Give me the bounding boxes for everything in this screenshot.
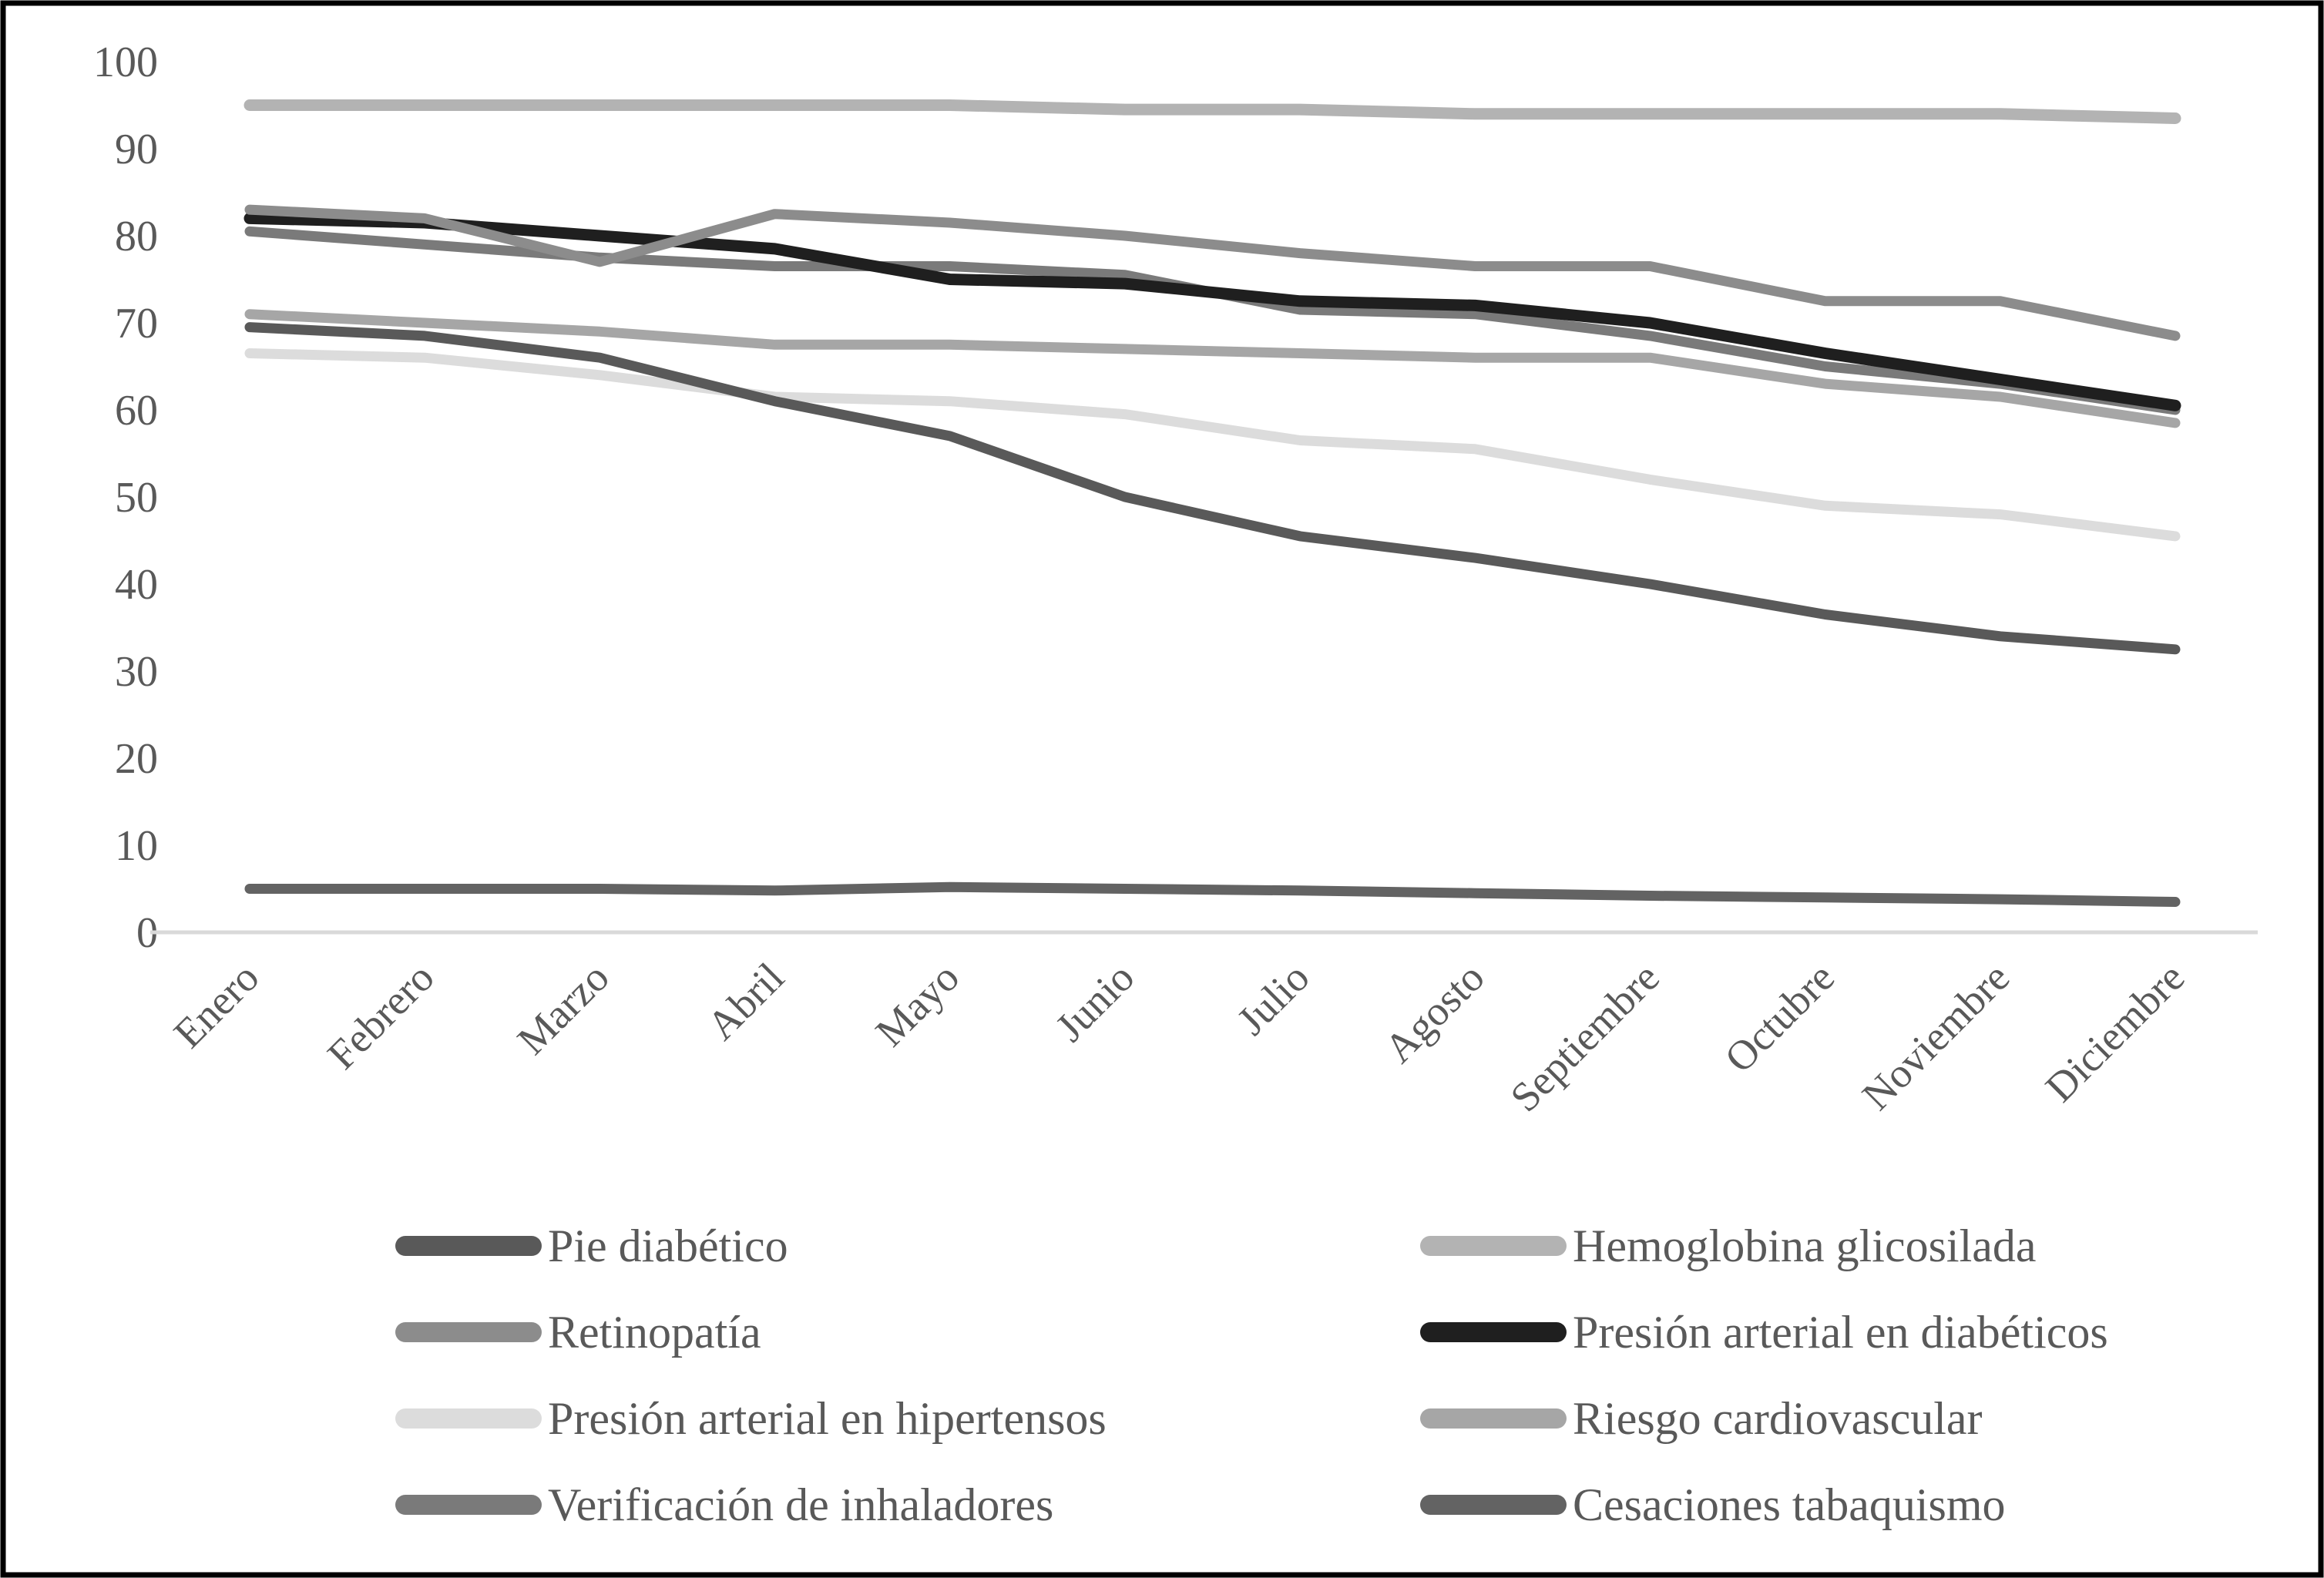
series-line-verificacion-de-inhaladores [244,226,2181,415]
legend-swatch-presion-arterial-en-diabeticos [1420,1322,1567,1342]
legend-label-presion-arterial-en-diabeticos: Presión arterial en diabéticos [1573,1307,2108,1358]
x-tick-label-diciembre: Diciembre [2037,954,2194,1111]
x-tick-label-abril: Abril [698,954,793,1049]
x-tick-label-octubre: Octubre [1716,954,1843,1081]
x-tick-label-septiembre: Septiembre [1502,954,1668,1120]
legend-label-presion-arterial-en-hipertensos: Presión arterial en hipertensos [548,1393,1107,1444]
legend-swatch-riesgo-cardiovascular [1420,1408,1567,1429]
series-line-presion-arterial-en-diabeticos [243,212,2181,411]
legend-label-verificacion-de-inhaladores: Verificación de inhaladores [548,1479,1053,1530]
y-tick-label-80: 80 [115,213,158,260]
x-tick-label-noviembre: Noviembre [1853,954,2018,1119]
legend-label-pie-diabetico: Pie diabético [548,1220,788,1271]
legend-swatch-presion-arterial-en-hipertensos [395,1408,542,1429]
x-tick-label-agosto: Agosto [1375,954,1493,1072]
y-tick-label-40: 40 [115,561,158,609]
legend-swatch-hemoglobina-glicosilada [1420,1236,1567,1256]
y-tick-label-90: 90 [115,126,158,173]
series-line-hemoglobina-glicosilada [243,99,2181,124]
series-line-riesgo-cardiovascular [244,309,2181,428]
x-tick-label-enero: Enero [165,954,268,1057]
x-tick-label-febrero: Febrero [318,954,442,1078]
series-line-pie-diabetico [244,322,2181,655]
y-tick-label-60: 60 [115,387,158,435]
series-line-presion-arterial-en-hipertensos [244,348,2181,542]
y-tick-label-70: 70 [115,300,158,347]
legend-label-hemoglobina-glicosilada: Hemoglobina glicosilada [1573,1220,2037,1271]
y-tick-label-10: 10 [115,822,158,870]
legend-swatch-cesaciones-tabaquismo [1420,1495,1567,1515]
legend-label-cesaciones-tabaquismo: Cesaciones tabaquismo [1573,1479,2006,1530]
x-tick-label-marzo: Marzo [509,954,618,1063]
legend-swatch-retinopatia [395,1322,542,1342]
x-tick-label-junio: Junio [1046,954,1143,1050]
x-tick-label-mayo: Mayo [867,954,969,1056]
legend-label-riesgo-cardiovascular: Riesgo cardiovascular [1573,1393,1982,1444]
x-tick-label-julio: Julio [1228,954,1318,1044]
y-tick-label-30: 30 [115,648,158,696]
legend-label-retinopatia: Retinopatía [548,1307,761,1358]
legend-swatch-verificacion-de-inhaladores [395,1495,542,1515]
series-line-retinopatia [244,204,2181,341]
y-tick-label-20: 20 [115,735,158,783]
y-tick-label-50: 50 [115,474,158,522]
y-tick-label-100: 100 [93,39,158,86]
legend-swatch-pie-diabetico [395,1236,542,1256]
series-line-cesaciones-tabaquismo [244,881,2181,907]
